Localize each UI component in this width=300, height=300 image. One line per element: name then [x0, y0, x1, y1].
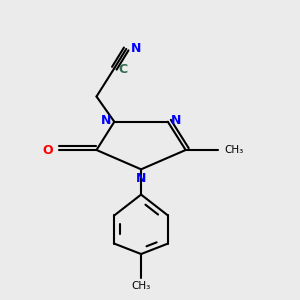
Text: N: N — [101, 114, 111, 127]
Text: N: N — [131, 42, 141, 56]
Text: CH₃: CH₃ — [131, 281, 151, 291]
Text: O: O — [43, 143, 53, 157]
Text: N: N — [171, 114, 181, 127]
Text: N: N — [136, 172, 146, 185]
Text: CH₃: CH₃ — [224, 145, 244, 155]
Text: C: C — [119, 63, 128, 76]
